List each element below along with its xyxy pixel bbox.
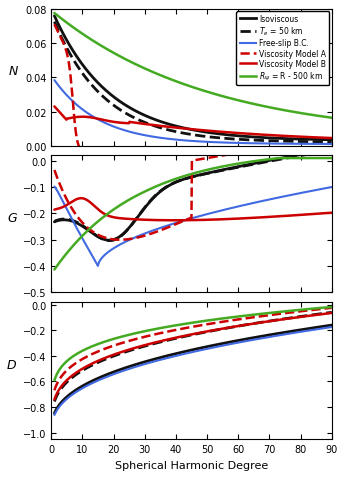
Y-axis label: D: D [7, 358, 17, 371]
Y-axis label: G: G [7, 211, 17, 224]
Legend: Isoviscous, $T_e$ = 50 km, Free-slip B.C., Viscosity Model A, Viscosity Model B,: Isoviscous, $T_e$ = 50 km, Free-slip B.C… [236, 12, 329, 86]
Y-axis label: N: N [9, 65, 18, 78]
X-axis label: Spherical Harmonic Degree: Spherical Harmonic Degree [115, 460, 268, 469]
